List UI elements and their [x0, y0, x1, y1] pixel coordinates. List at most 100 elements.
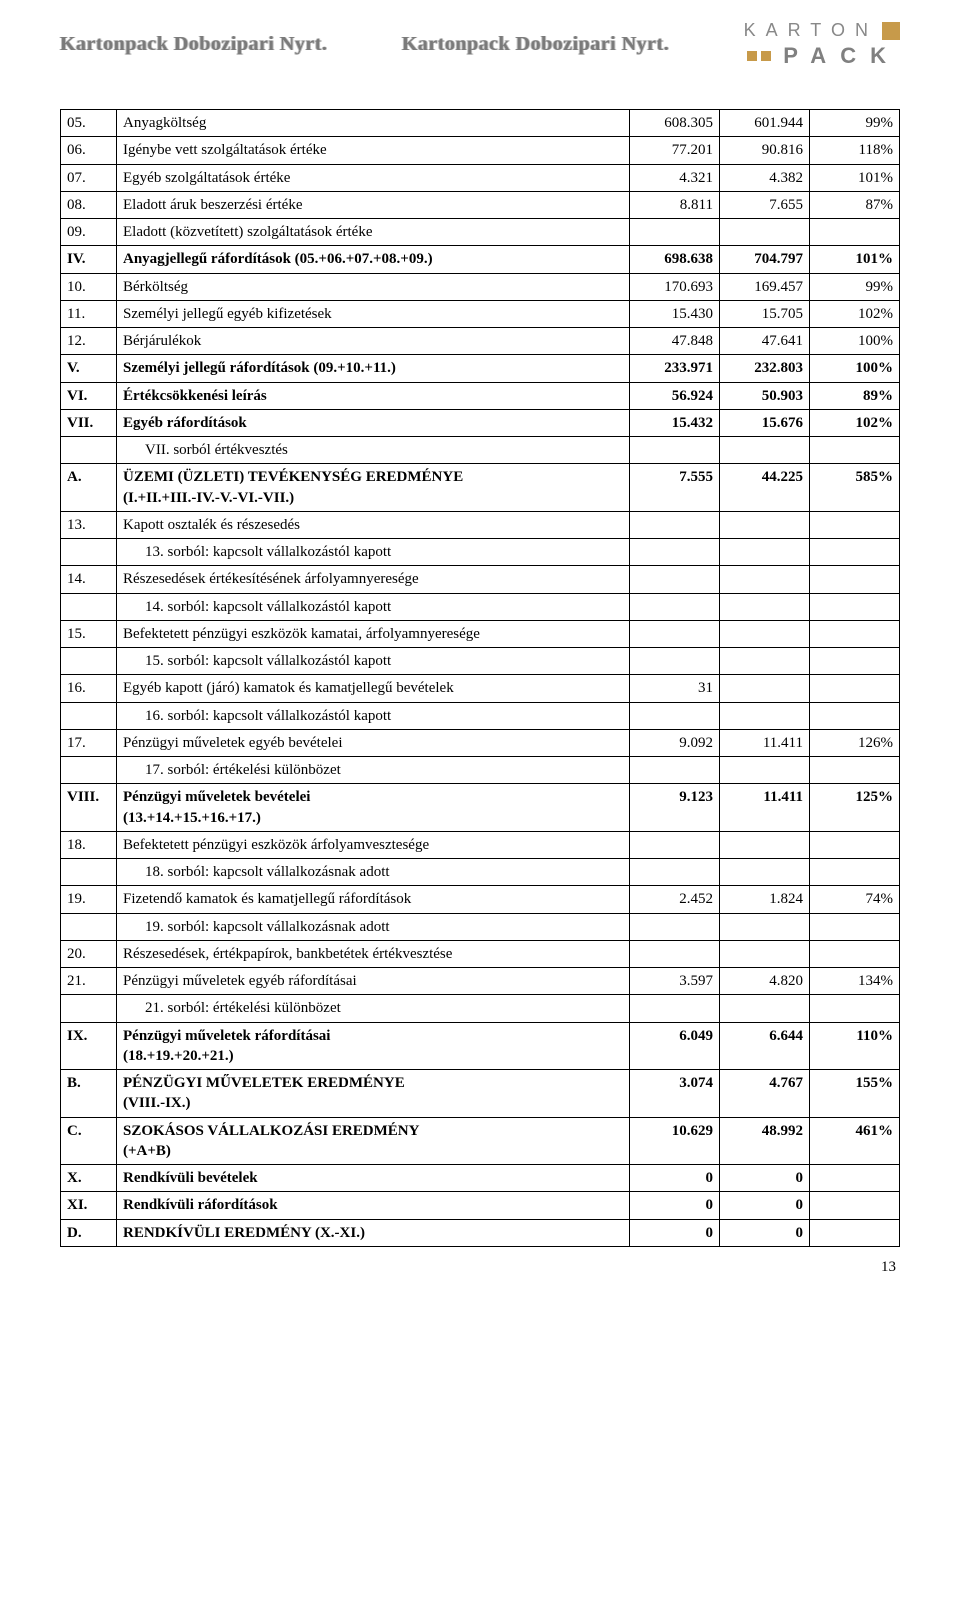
- row-index: 15.: [61, 620, 117, 647]
- row-value-2: 15.705: [720, 300, 810, 327]
- page-number: 13: [60, 1259, 900, 1276]
- row-value-1: 2.452: [630, 886, 720, 913]
- row-index: [61, 913, 117, 940]
- table-row: 20.Részesedések, értékpapírok, bankbetét…: [61, 940, 900, 967]
- table-row: 07.Egyéb szolgáltatások értéke4.3214.382…: [61, 164, 900, 191]
- row-value-2: [720, 511, 810, 538]
- row-value-2: [720, 437, 810, 464]
- row-value-3: 100%: [810, 328, 900, 355]
- row-index: 17.: [61, 729, 117, 756]
- row-value-3: [810, 1219, 900, 1246]
- row-value-2: 11.411: [720, 729, 810, 756]
- row-value-3: 74%: [810, 886, 900, 913]
- table-row: VII.Egyéb ráfordítások15.43215.676102%: [61, 409, 900, 436]
- table-row: B.PÉNZÜGYI MŰVELETEK EREDMÉNYE(VIII.-IX.…: [61, 1070, 900, 1118]
- row-value-3: [810, 648, 900, 675]
- table-row: 17. sorból: értékelési különbözet: [61, 757, 900, 784]
- row-value-1: 9.123: [630, 784, 720, 832]
- row-value-3: 134%: [810, 968, 900, 995]
- row-value-3: 461%: [810, 1117, 900, 1165]
- row-value-2: 0: [720, 1219, 810, 1246]
- row-index: 10.: [61, 273, 117, 300]
- row-value-2: [720, 675, 810, 702]
- table-row: 08.Eladott áruk beszerzési értéke8.8117.…: [61, 191, 900, 218]
- row-label: SZOKÁSOS VÁLLALKOZÁSI EREDMÉNY(+A+B): [117, 1117, 630, 1165]
- row-value-3: [810, 859, 900, 886]
- table-row: 12.Bérjárulékok47.84847.641100%: [61, 328, 900, 355]
- row-label: Igénybe vett szolgáltatások értéke: [117, 137, 630, 164]
- row-value-1: [630, 940, 720, 967]
- row-label: VII. sorból értékvesztés: [117, 437, 630, 464]
- row-value-2: [720, 620, 810, 647]
- row-value-2: 4.820: [720, 968, 810, 995]
- row-label: Rendkívüli ráfordítások: [117, 1192, 630, 1219]
- row-value-2: [720, 702, 810, 729]
- row-value-3: [810, 539, 900, 566]
- table-row: 11.Személyi jellegű egyéb kifizetések 15.…: [61, 300, 900, 327]
- table-row: 19. sorból: kapcsolt vállalkozásnak adot…: [61, 913, 900, 940]
- row-value-3: 126%: [810, 729, 900, 756]
- row-value-3: [810, 831, 900, 858]
- row-index: V.: [61, 355, 117, 382]
- row-index: [61, 648, 117, 675]
- row-value-1: 47.848: [630, 328, 720, 355]
- row-value-3: 89%: [810, 382, 900, 409]
- row-label: Fizetendő kamatok és kamatjellegű ráford…: [117, 886, 630, 913]
- row-value-3: 102%: [810, 409, 900, 436]
- row-value-2: [720, 593, 810, 620]
- row-value-1: 9.092: [630, 729, 720, 756]
- logo-small-square-icon: [747, 51, 757, 61]
- row-label: ÜZEMI (ÜZLETI) TEVÉKENYSÉG EREDMÉNYE(I.+…: [117, 464, 630, 512]
- row-value-3: 118%: [810, 137, 900, 164]
- row-label: 21. sorból: értékelési különbözet: [117, 995, 630, 1022]
- row-index: VIII.: [61, 784, 117, 832]
- row-label: 13. sorból: kapcsolt vállalkozástól kapo…: [117, 539, 630, 566]
- row-value-3: 87%: [810, 191, 900, 218]
- row-value-3: 102%: [810, 300, 900, 327]
- row-value-2: 4.382: [720, 164, 810, 191]
- row-value-1: 4.321: [630, 164, 720, 191]
- table-row: 05.Anyagköltség608.305601.94499%: [61, 110, 900, 137]
- row-value-3: 99%: [810, 273, 900, 300]
- row-label: Eladott (közvetített) szolgáltatások ért…: [117, 219, 630, 246]
- row-value-2: 0: [720, 1192, 810, 1219]
- row-index: [61, 995, 117, 1022]
- row-label: Személyi jellegű ráfordítások (09.+10.+1…: [117, 355, 630, 382]
- financial-table: 05.Anyagköltség608.305601.94499%06.Igény…: [60, 109, 900, 1247]
- row-value-3: 585%: [810, 464, 900, 512]
- table-row: V.Személyi jellegű ráfordítások (09.+10.…: [61, 355, 900, 382]
- row-index: VII.: [61, 409, 117, 436]
- row-value-1: 0: [630, 1219, 720, 1246]
- row-value-1: [630, 437, 720, 464]
- row-label: Személyi jellegű egyéb kifizetések: [117, 300, 630, 327]
- row-label: Befektetett pénzügyi eszközök kamatai, á…: [117, 620, 630, 647]
- row-index: [61, 757, 117, 784]
- table-row: VIII.Pénzügyi műveletek bevételei(13.+14…: [61, 784, 900, 832]
- row-label: Egyéb ráfordítások: [117, 409, 630, 436]
- row-index: 13.: [61, 511, 117, 538]
- row-label: PÉNZÜGYI MŰVELETEK EREDMÉNYE(VIII.-IX.): [117, 1070, 630, 1118]
- row-value-1: [630, 831, 720, 858]
- row-label: 15. sorból: kapcsolt vállalkozástól kapo…: [117, 648, 630, 675]
- row-value-1: [630, 995, 720, 1022]
- row-value-3: [810, 995, 900, 1022]
- table-row: IX.Pénzügyi műveletek ráfordításai(18.+1…: [61, 1022, 900, 1070]
- row-index: 08.: [61, 191, 117, 218]
- row-value-2: [720, 539, 810, 566]
- row-value-3: 99%: [810, 110, 900, 137]
- row-index: 14.: [61, 566, 117, 593]
- row-label: 16. sorból: kapcsolt vállalkozástól kapo…: [117, 702, 630, 729]
- table-row: 14. sorból: kapcsolt vállalkozástól kapo…: [61, 593, 900, 620]
- row-index: 11.: [61, 300, 117, 327]
- row-label: 19. sorból: kapcsolt vállalkozásnak adot…: [117, 913, 630, 940]
- logo-text-karton: KARTON: [744, 20, 878, 41]
- row-value-3: 100%: [810, 355, 900, 382]
- row-value-3: [810, 593, 900, 620]
- row-value-1: [630, 593, 720, 620]
- row-label: Rendkívüli bevételek: [117, 1165, 630, 1192]
- table-row: 21.Pénzügyi műveletek egyéb ráfordításai…: [61, 968, 900, 995]
- row-value-1: [630, 539, 720, 566]
- row-value-2: [720, 566, 810, 593]
- row-value-1: 233.971: [630, 355, 720, 382]
- logo-square-icon: [882, 22, 900, 40]
